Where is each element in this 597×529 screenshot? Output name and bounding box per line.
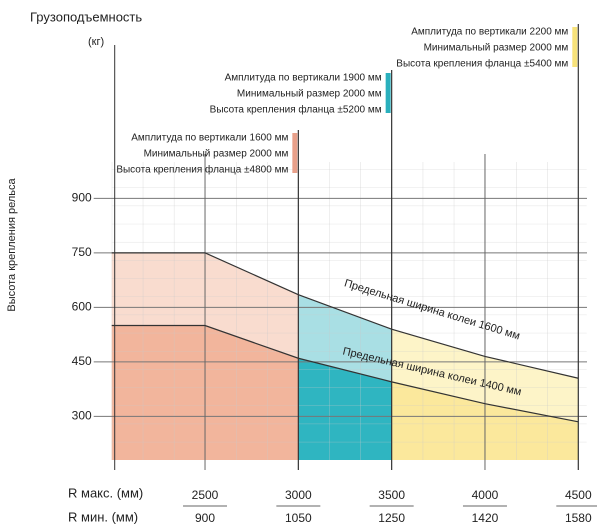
x2-tick-label: 1250: [378, 511, 405, 525]
line: [111, 252, 579, 379]
x-tick-label: 3000: [285, 488, 312, 502]
annotation-text: Высота крепления фланца ±5400 мм: [396, 58, 568, 70]
x-tick-label: 4000: [472, 488, 499, 502]
annotation-text: Минимальный размер 2000 мм: [424, 43, 569, 54]
annotation-swatch: [385, 73, 391, 113]
y-tick-label: 900: [72, 191, 92, 205]
minor-grid: [111, 162, 587, 460]
y-tick-label: 750: [72, 245, 92, 259]
annotation-text: Минимальный размер 2000 мм: [237, 89, 382, 100]
x2-tick-label: 1050: [285, 511, 312, 525]
annotation-text: Минимальный размер 2000 мм: [144, 149, 289, 160]
x-axis-label: R макс. (мм): [68, 485, 143, 500]
annotation-text: Высота крепления фланца ±4800 мм: [116, 164, 288, 176]
annotation-swatch: [292, 133, 298, 173]
annotation-text: Амплитуда по вертикали 1900 мм: [225, 73, 382, 84]
y-tick-label: 300: [72, 409, 92, 423]
x2-tick-label: 1580: [565, 511, 592, 525]
annotation-text: Амплитуда по вертикали 2200 мм: [411, 27, 568, 38]
x-tick-label: 2500: [192, 488, 219, 502]
unit-label: (кг): [88, 36, 104, 48]
chart-title: Грузоподъемность: [30, 9, 142, 24]
x-tick-label: 4500: [565, 488, 592, 502]
x2-tick-label: 900: [195, 511, 215, 525]
line: [111, 324, 579, 423]
y-tick-label: 600: [72, 300, 92, 314]
x2-axis-label: R мин. (мм): [68, 509, 138, 524]
y-tick-label: 450: [72, 354, 92, 368]
y-axis-label: Высота крепления рельса: [6, 178, 18, 312]
x2-tick-label: 1420: [472, 511, 499, 525]
x-tick-label: 3500: [378, 488, 405, 502]
annotation-text: Высота крепления фланца ±5200 мм: [210, 104, 382, 116]
annotation-swatch: [572, 27, 578, 67]
annotation-text: Амплитуда по вертикали 1600 мм: [131, 133, 288, 144]
